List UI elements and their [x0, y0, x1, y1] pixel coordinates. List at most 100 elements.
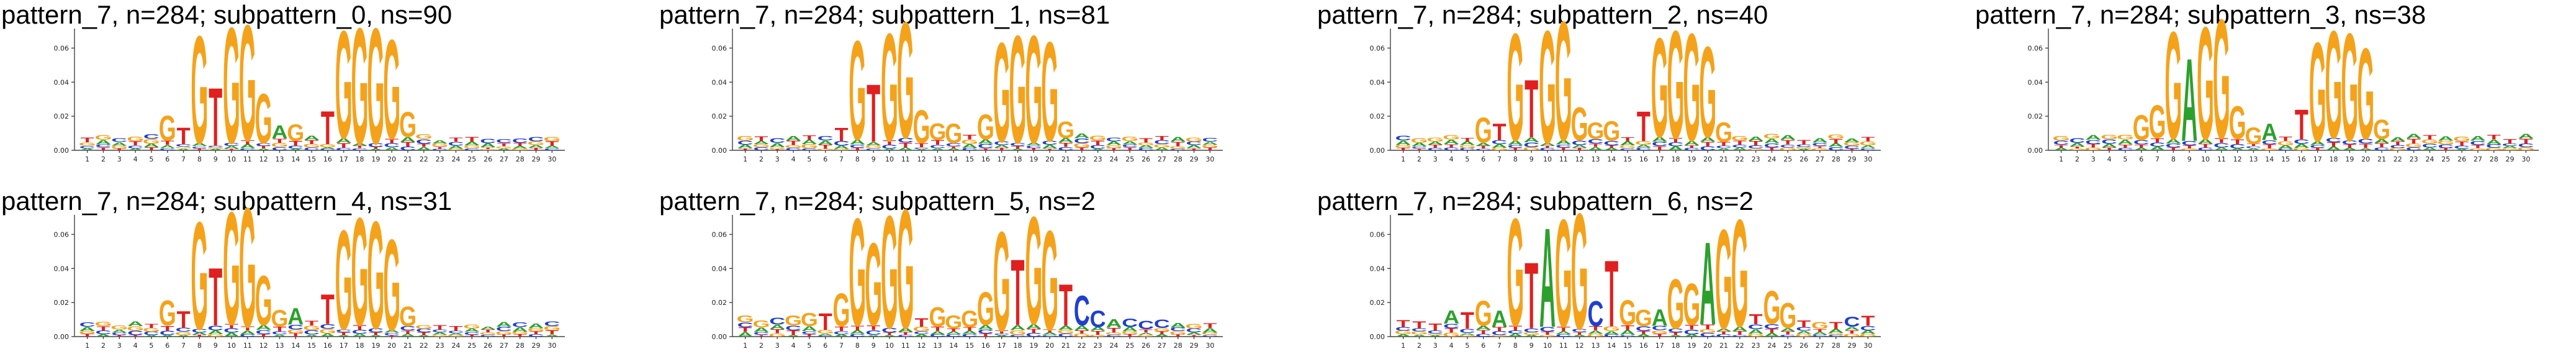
logo-letter-t: T [1187, 148, 1201, 151]
x-tick-label: 14 [1607, 155, 1616, 163]
logo-letter-c: C [1058, 332, 1074, 337]
x-tick-label: 22 [2394, 155, 2402, 163]
logo-letter-g: G [319, 143, 336, 148]
logo-letter-g: G [977, 108, 994, 147]
logo-letter-c: C [785, 324, 801, 332]
logo-letter-g: G [1859, 334, 1876, 338]
x-tick-label: 17 [998, 342, 1006, 350]
logo-letter-a: A [1427, 141, 1443, 146]
logo-letter-g: G [287, 329, 304, 334]
logo-letter-t: T [401, 141, 415, 148]
logo-letter-t: T [1861, 135, 1875, 143]
x-tick-label: 10 [2201, 155, 2210, 163]
logo-letter-a: A [801, 138, 817, 145]
logo-letter-c: C [1683, 147, 1700, 151]
logo-letter-a: A [1523, 136, 1539, 144]
logo-letter-g: G [1459, 335, 1476, 337]
logo-letter-t: T [2070, 147, 2084, 150]
logo-letter-t: T [128, 140, 142, 147]
x-tick-label: 16 [323, 155, 332, 163]
x-tick-label: 26 [1142, 155, 1150, 163]
logo-letter-g: G [1137, 142, 1155, 147]
x-tick-label: 13 [1591, 342, 1600, 350]
logo-letter-a: A [240, 143, 256, 150]
logo-letter-g: G [1683, 272, 1700, 338]
x-tick-label: 23 [436, 155, 444, 163]
logo-letter-c: C [496, 325, 512, 332]
logo-letter-t: T [1477, 329, 1490, 335]
logo-letter-c: C [2326, 137, 2342, 144]
logo-letter-a: A [1395, 139, 1412, 147]
x-tick-label: 30 [547, 342, 556, 350]
logo-letter-g: G [1186, 322, 1203, 330]
logo-letter-g: G [2164, 1, 2182, 172]
logo-letter-c: C [1443, 322, 1459, 329]
logo-letter-a: A [834, 145, 850, 150]
logo-letter-a: A [1572, 145, 1588, 149]
logo-letter-a: A [2165, 137, 2181, 145]
x-tick-label: 22 [1736, 342, 1744, 350]
logo-letter-a: A [1812, 137, 1828, 143]
x-tick-label: 3 [2091, 155, 2096, 163]
logo-letter-t: T [1493, 118, 1506, 145]
logo-letter-t: T [1781, 330, 1795, 335]
logo-letter-g: G [737, 314, 754, 324]
x-tick-label: 8 [197, 155, 202, 163]
logo-letter-t: T [353, 324, 367, 331]
logo-letter-g: G [2453, 135, 2470, 143]
logo-letter-c: C [367, 327, 384, 334]
logo-letter-g: G [110, 324, 128, 330]
x-tick-label: 5 [1465, 155, 1469, 163]
logo-letter-t: T [850, 324, 864, 332]
logo-letter-c: C [2053, 139, 2069, 145]
logo-letter-a: A [849, 329, 865, 335]
y-tick-label: 0.06 [1370, 230, 1385, 238]
logo-letter-c: C [1844, 314, 1860, 330]
logo-letter-g: G [1073, 142, 1091, 149]
logo-letter-c: C [480, 138, 496, 145]
logo-letter-t: T [305, 139, 318, 145]
logo-letter-t: T [1733, 139, 1747, 146]
logo-letter-c: C [256, 329, 272, 335]
panel-title: pattern_7, n=284; subpattern_6, ns=2 [1317, 186, 1754, 216]
logo-letter-t: T [867, 67, 880, 160]
logo-letter-a: A [160, 145, 176, 149]
logo-letter-c: C [1652, 325, 1668, 332]
logo-letter-a: A [769, 142, 785, 148]
x-tick-label: 25 [467, 155, 476, 163]
logo-letter-t: T [1717, 330, 1731, 335]
logo-letter-a: A [2358, 148, 2374, 151]
logo-letter-a: A [753, 140, 769, 145]
logo-letter-g: G [335, 201, 353, 354]
logo-letter-c: C [1090, 305, 1106, 332]
logo-letter-c: C [400, 146, 416, 152]
x-tick-label: 3 [775, 155, 780, 163]
logo-letter-a: A [1796, 330, 1812, 335]
logo-letter-t: T [1524, 243, 1538, 348]
logo-letter-c: C [271, 146, 287, 152]
logo-letter-c: C [1828, 146, 1844, 152]
logo-letter-t: T [1107, 148, 1120, 152]
logo-letter-g: G [2197, 0, 2214, 174]
logo-letter-c: C [1716, 145, 1732, 149]
logo-letter-g: G [1571, 180, 1588, 354]
logo-letter-g: G [528, 140, 545, 147]
x-tick-label: 5 [1465, 342, 1469, 350]
logo-letter-g: G [1539, 0, 1556, 178]
logo-letter-c: C [2117, 147, 2133, 151]
x-tick-label: 1 [743, 342, 747, 350]
y-tick-label: 0.00 [54, 147, 70, 155]
logo-letter-c: C [769, 137, 785, 145]
logo-letter-a: A [1652, 135, 1668, 143]
logo-letter-c: C [1716, 334, 1732, 337]
panel-title: pattern_7, n=284; subpattern_4, ns=31 [1, 186, 452, 216]
x-tick-label: 10 [885, 342, 894, 350]
x-tick-label: 21 [1061, 342, 1070, 350]
logo-letter-a: A [207, 148, 223, 150]
logo-letter-c: C [1812, 334, 1828, 337]
logo-letter-a: A [1796, 148, 1812, 151]
logo-letter-t: T [225, 323, 238, 330]
logo-letter-g: G [1603, 325, 1620, 332]
logo-letter-a: A [1010, 324, 1026, 332]
logo-letter-g: G [768, 332, 786, 337]
